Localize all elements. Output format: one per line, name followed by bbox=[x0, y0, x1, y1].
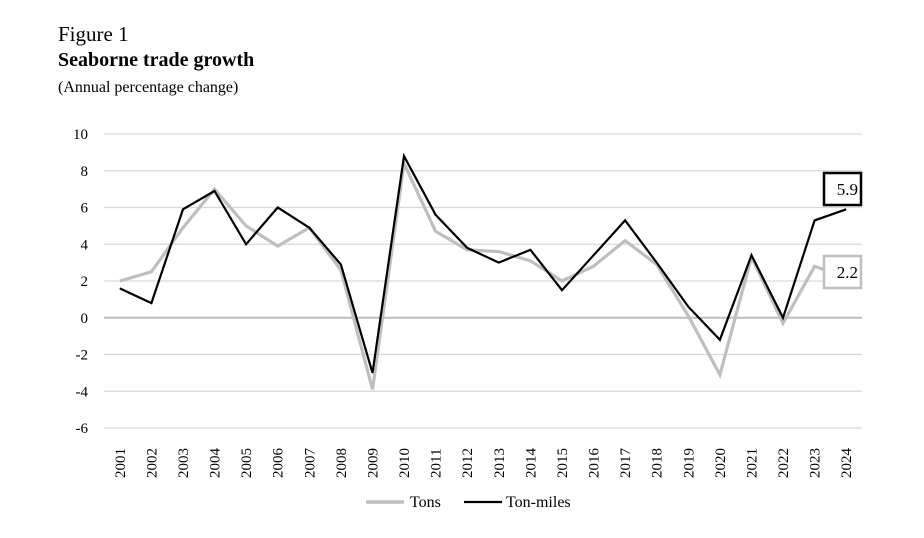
x-tick-label: 2006 bbox=[271, 448, 287, 479]
x-tick-label: 2013 bbox=[492, 448, 508, 478]
x-tick-label: 2015 bbox=[555, 448, 571, 478]
y-tick-label: 2 bbox=[81, 274, 89, 290]
x-tick-label: 2007 bbox=[302, 448, 318, 479]
x-tick-label: 2001 bbox=[113, 448, 129, 478]
y-tick-label: 8 bbox=[81, 164, 89, 180]
x-tick-label: 2010 bbox=[397, 448, 413, 478]
legend-item-ton-miles: Ton-miles bbox=[464, 494, 571, 511]
x-tick-label: 2023 bbox=[808, 448, 824, 478]
x-tick-label: 2014 bbox=[523, 448, 539, 479]
end-labels: 5.9 2.2 bbox=[822, 171, 863, 290]
y-tick-label: -6 bbox=[76, 421, 89, 437]
figure-label: Figure 1 bbox=[58, 22, 129, 46]
y-tick-label: 6 bbox=[81, 201, 89, 217]
x-tick-label: 2009 bbox=[365, 448, 381, 478]
series-line-tons bbox=[119, 157, 847, 390]
end-label-box bbox=[822, 171, 863, 207]
x-tick-label: 2016 bbox=[587, 448, 603, 479]
y-tick-label: -4 bbox=[76, 384, 89, 400]
y-tick-label: 0 bbox=[81, 311, 89, 327]
x-tick-label: 2017 bbox=[618, 448, 634, 479]
x-tick-label: 2020 bbox=[713, 448, 729, 478]
x-axis-ticks: 2001 2002 2003 2004 2005 2006 2007 2008 2009 2010… bbox=[113, 448, 855, 479]
x-tick-label: 2019 bbox=[681, 448, 697, 478]
x-tick-label: 2022 bbox=[776, 448, 792, 478]
chart-subtitle: (Annual percentage change) bbox=[58, 79, 239, 96]
legend-label: Ton-miles bbox=[506, 494, 571, 511]
x-tick-label: 2008 bbox=[334, 448, 350, 478]
x-tick-label: 2002 bbox=[144, 448, 160, 478]
y-tick-label: 10 bbox=[73, 127, 88, 143]
legend-label: Tons bbox=[410, 494, 441, 511]
x-tick-label: 2021 bbox=[744, 448, 760, 478]
x-tick-label: 2011 bbox=[429, 449, 445, 478]
legend-item-tons: Tons bbox=[366, 494, 441, 511]
gridlines bbox=[104, 133, 862, 429]
x-tick-label: 2012 bbox=[460, 448, 476, 478]
x-tick-label: 2005 bbox=[239, 448, 255, 478]
end-label-value: 2.2 bbox=[837, 263, 858, 282]
series-lines bbox=[119, 152, 847, 390]
end-label-ton-miles: 5.9 bbox=[822, 171, 863, 207]
x-tick-label: 2018 bbox=[650, 448, 666, 478]
end-label-tons: 2.2 bbox=[822, 254, 863, 290]
chart-title: Seaborne trade growth bbox=[58, 49, 255, 71]
y-tick-label: 4 bbox=[81, 237, 89, 253]
legend: Tons Ton-miles bbox=[366, 494, 571, 511]
end-label-box bbox=[822, 254, 863, 290]
x-tick-label: 2004 bbox=[208, 448, 224, 479]
end-label-value: 5.9 bbox=[837, 180, 858, 199]
y-axis-ticks: -6 -4 -2 0 2 4 6 8 10 bbox=[73, 127, 89, 437]
y-tick-label: -2 bbox=[76, 348, 89, 364]
series-line-ton-miles bbox=[119, 152, 847, 374]
x-tick-label: 2003 bbox=[176, 448, 192, 478]
x-tick-label: 2024 bbox=[839, 448, 855, 479]
